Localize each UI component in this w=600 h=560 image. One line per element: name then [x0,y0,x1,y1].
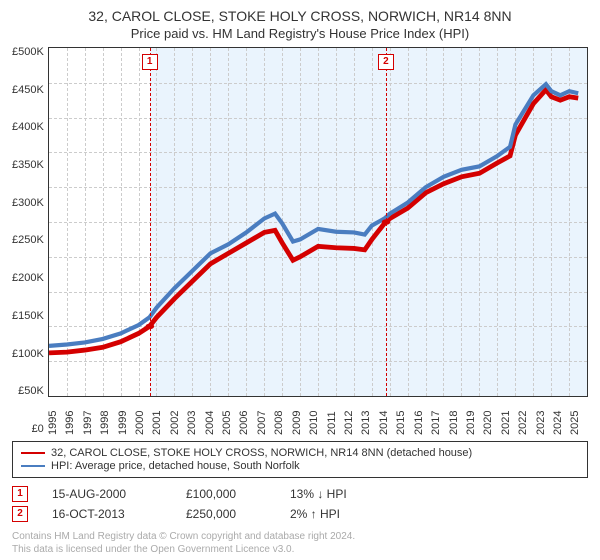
x-tick: 2013 [361,399,378,435]
x-tick: 2001 [152,399,169,435]
y-axis: £500K £450K £400K £350K £300K £250K £200K £150K… [12,47,48,435]
x-tick: 2011 [327,399,344,435]
x-tick: 2021 [501,399,518,435]
plot: 12 [48,47,588,397]
x-tick: 2015 [396,399,413,435]
x-tick: 2004 [205,399,222,435]
x-tick: 2006 [239,399,256,435]
y-tick: £450K [12,85,44,96]
x-tick: 2022 [518,399,535,435]
footer-line-1: Contains HM Land Registry data © Crown c… [12,530,588,543]
x-tick: 2007 [257,399,274,435]
y-tick: £350K [12,160,44,171]
x-tick: 2002 [170,399,187,435]
x-tick: 1999 [118,399,135,435]
sales-table: 115-AUG-2000£100,00013% ↓ HPI 216-OCT-201… [12,484,588,526]
x-tick: 2012 [344,399,361,435]
series-price_paid [49,90,578,353]
sale-row: 115-AUG-2000£100,00013% ↓ HPI [12,486,588,502]
x-tick: 1997 [83,399,100,435]
y-tick: £250K [12,235,44,246]
x-tick: 2020 [483,399,500,435]
sale-marker-2: 2 [378,54,394,70]
x-tick: 2018 [449,399,466,435]
x-tick: 2008 [274,399,291,435]
x-tick: 2023 [536,399,553,435]
y-tick: £0 [32,424,44,435]
x-tick: 2019 [466,399,483,435]
footer-line-2: This data is licensed under the Open Gov… [12,543,588,556]
y-tick: £50K [18,386,44,397]
x-tick: 2024 [553,399,570,435]
y-tick: £150K [12,311,44,322]
x-tick: 1998 [100,399,117,435]
legend-item: 32, CAROL CLOSE, STOKE HOLY CROSS, NORWI… [21,447,579,459]
chart-lines [49,48,587,396]
x-tick: 2014 [379,399,396,435]
x-tick: 1996 [65,399,82,435]
y-tick: £500K [12,47,44,58]
legend: 32, CAROL CLOSE, STOKE HOLY CROSS, NORWI… [12,441,588,478]
y-tick: £200K [12,273,44,284]
legend-item: HPI: Average price, detached house, Sout… [21,460,579,472]
y-tick: £100K [12,349,44,360]
x-tick: 2017 [431,399,448,435]
x-tick: 2000 [135,399,152,435]
y-tick: £400K [12,122,44,133]
sale-marker-1: 1 [142,54,158,70]
x-axis: 1995199619971998199920002001200220032004… [48,397,588,435]
x-tick: 2005 [222,399,239,435]
x-tick: 2025 [570,399,587,435]
sale-row: 216-OCT-2013£250,0002% ↑ HPI [12,506,588,522]
x-tick: 1995 [48,399,65,435]
x-tick: 2010 [309,399,326,435]
x-tick: 2016 [414,399,431,435]
y-tick: £300K [12,198,44,209]
title-subtitle: Price paid vs. HM Land Registry's House … [12,26,588,41]
x-tick: 2003 [187,399,204,435]
series-hpi [49,84,578,346]
footer: Contains HM Land Registry data © Crown c… [12,530,588,556]
title-address: 32, CAROL CLOSE, STOKE HOLY CROSS, NORWI… [12,8,588,24]
chart-area: £500K £450K £400K £350K £300K £250K £200K £150K… [12,47,588,435]
chart-container: 32, CAROL CLOSE, STOKE HOLY CROSS, NORWI… [0,0,600,560]
x-tick: 2009 [292,399,309,435]
